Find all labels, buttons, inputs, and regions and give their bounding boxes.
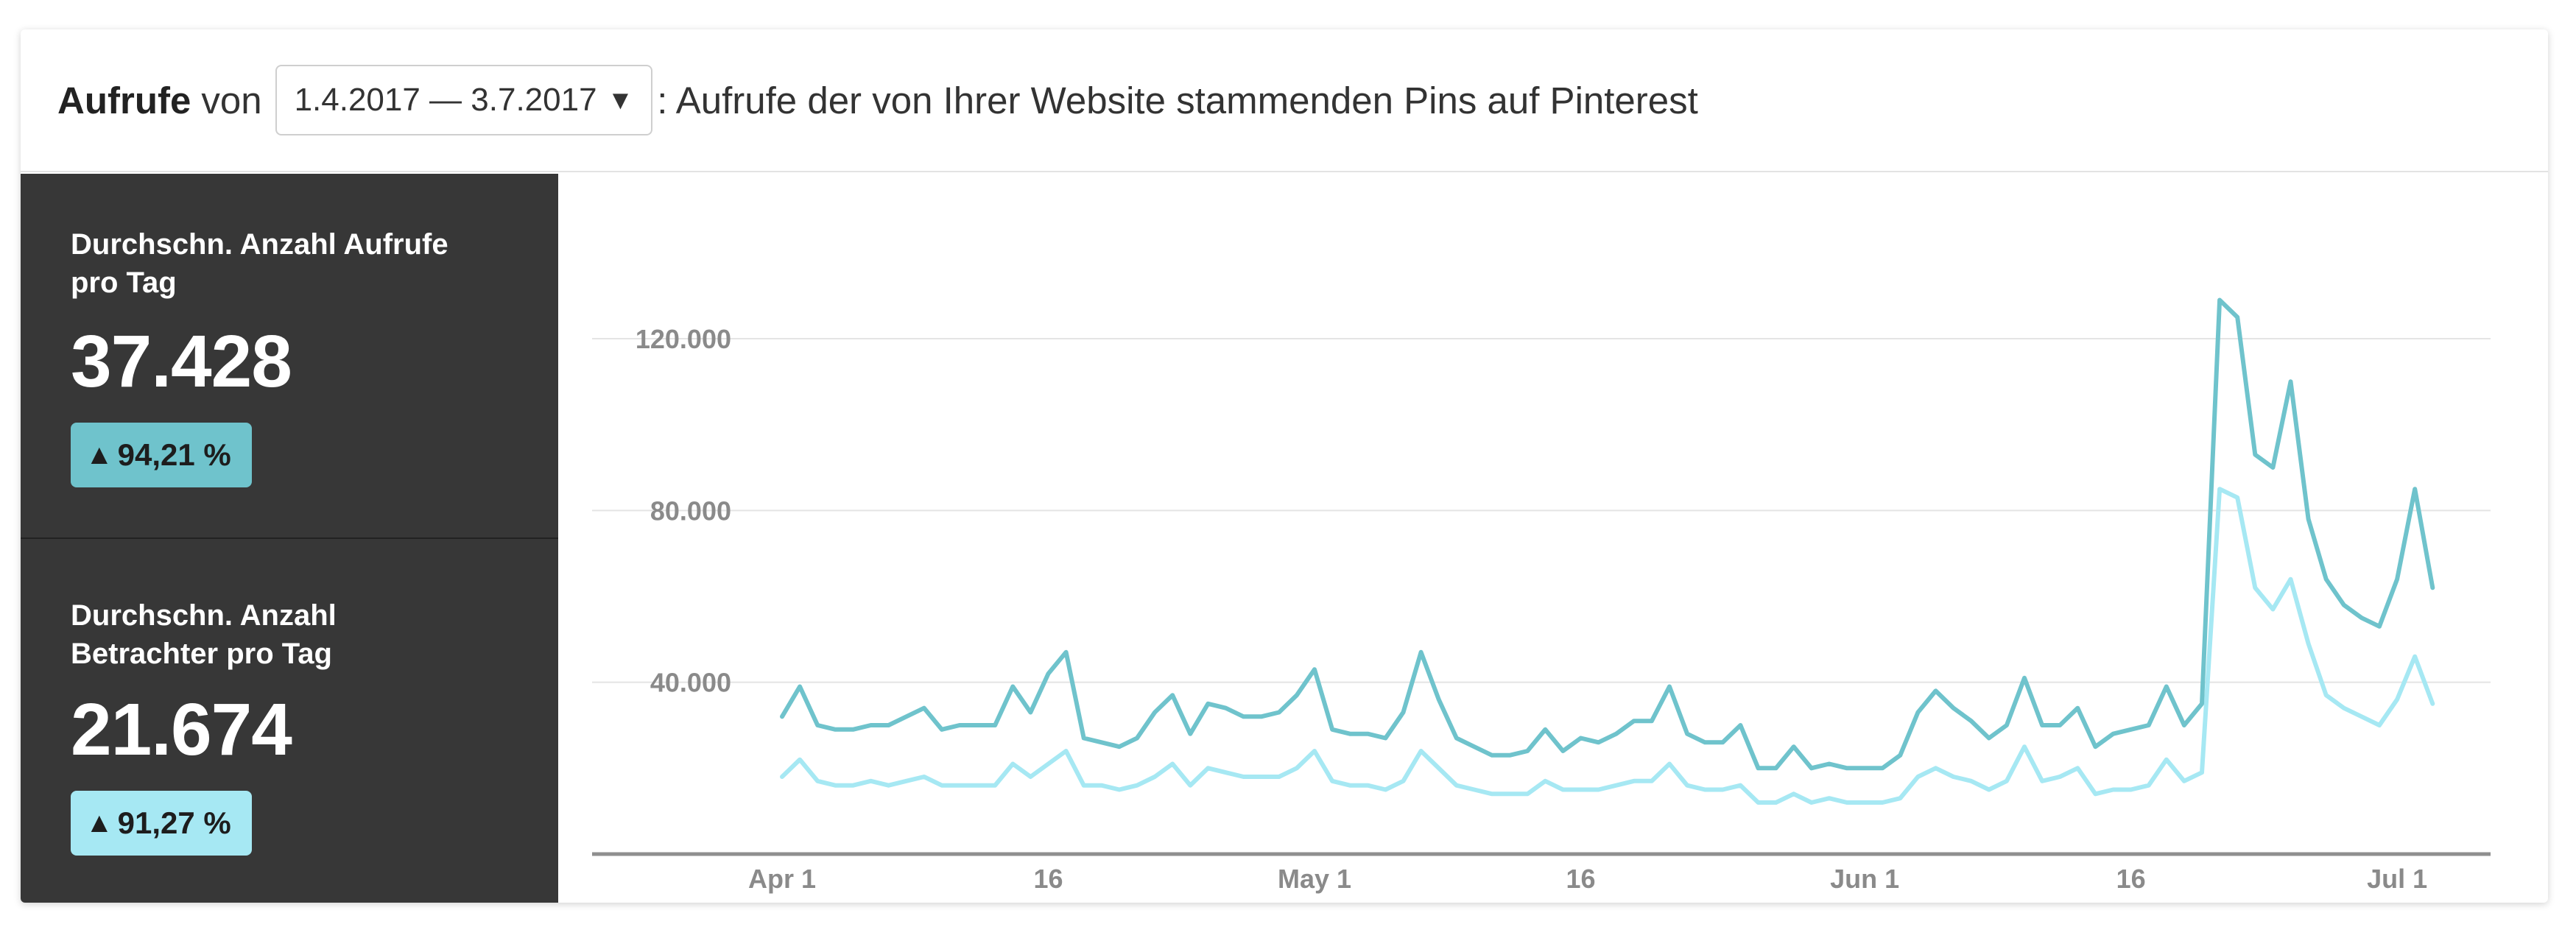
x-tick-label: Jul 1 <box>2367 864 2427 894</box>
views-card: Aufrufe von 1.4.2017 — 3.7.2017 ▼ : Aufr… <box>21 29 2548 903</box>
y-tick-label: 120.000 <box>636 324 731 354</box>
chevron-down-icon: ▼ <box>607 85 634 115</box>
x-tick-label: Jun 1 <box>1830 864 1899 894</box>
arrow-up-icon: ▲ <box>85 439 113 470</box>
x-tick-label: 16 <box>1566 864 1595 894</box>
x-tick-label: 16 <box>1033 864 1063 894</box>
stat-value: 21.674 <box>71 688 292 771</box>
stats-sidebar: Durchschn. Anzahl Aufrufe pro Tag 37.428… <box>21 174 558 903</box>
stat-panel-viewers[interactable]: Durchschn. Anzahl Betrachter pro Tag 21.… <box>21 539 558 903</box>
x-tick-label: May 1 <box>1278 864 1351 894</box>
change-value: 94,21 % <box>117 437 231 472</box>
series-line-1 <box>780 487 2435 805</box>
x-tick-label: 16 <box>2116 864 2146 894</box>
change-value: 91,27 % <box>117 805 231 840</box>
header-description: : Aufrufe der von Ihrer Website stammend… <box>657 79 1698 121</box>
stat-label: Durchschn. Anzahl Betrachter pro Tag <box>71 599 337 670</box>
y-tick-label: 40.000 <box>650 668 731 698</box>
von-label: von <box>201 79 262 121</box>
stat-value: 37.428 <box>71 320 292 403</box>
chart-svg: 40.000 80.000 120.000 Apr 1 16 May 1 16 Jun 1 16… <box>592 297 2491 894</box>
series-line-0 <box>780 297 2435 771</box>
stat-label: Durchschn. Anzahl Aufrufe pro Tag <box>71 228 448 299</box>
date-range-dropdown[interactable]: 1.4.2017 — 3.7.2017 ▼ <box>275 65 653 135</box>
line-chart: 40.000 80.000 120.000 Apr 1 16 May 1 16 Jun 1 16… <box>558 174 2548 903</box>
stat-panel-views[interactable]: Durchschn. Anzahl Aufrufe pro Tag 37.428… <box>21 174 558 537</box>
change-badge: ▲ 91,27 % <box>71 791 252 856</box>
panel-divider <box>21 537 558 539</box>
metric-label: Aufrufe <box>57 79 191 121</box>
card-header: Aufrufe von 1.4.2017 — 3.7.2017 ▼ : Aufr… <box>21 29 2548 172</box>
arrow-up-icon: ▲ <box>85 807 113 839</box>
date-range-value: 1.4.2017 — 3.7.2017 <box>294 82 597 118</box>
y-tick-label: 80.000 <box>650 496 731 526</box>
x-tick-label: Apr 1 <box>748 864 816 894</box>
change-badge: ▲ 94,21 % <box>71 423 252 487</box>
